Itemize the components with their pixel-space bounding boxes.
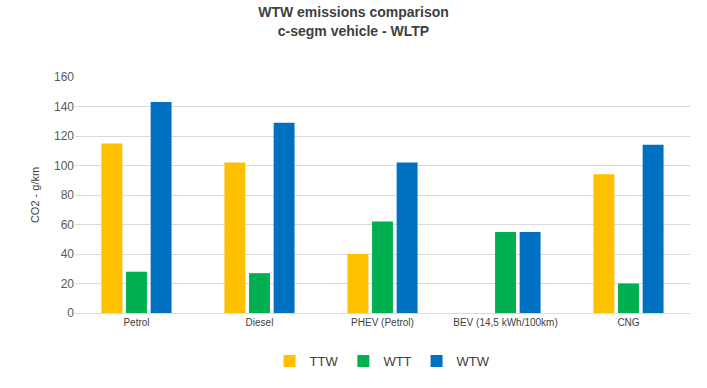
svg-text:CO2 - g/km: CO2 - g/km — [29, 167, 41, 223]
svg-text:60: 60 — [61, 218, 75, 232]
svg-text:40: 40 — [61, 247, 75, 261]
svg-text:120: 120 — [54, 129, 74, 143]
svg-text:Petrol: Petrol — [123, 317, 149, 328]
svg-text:0: 0 — [67, 306, 74, 320]
svg-text:PHEV (Petrol): PHEV (Petrol) — [351, 317, 414, 328]
svg-text:BEV (14,5 kWh/100km): BEV (14,5 kWh/100km) — [453, 317, 557, 328]
svg-text:TTW: TTW — [310, 354, 339, 369]
svg-text:Diesel: Diesel — [246, 317, 274, 328]
svg-text:80: 80 — [61, 188, 75, 202]
svg-text:100: 100 — [54, 159, 74, 173]
svg-text:160: 160 — [54, 70, 74, 84]
svg-text:CNG: CNG — [617, 317, 639, 328]
svg-text:WTW emissions comparisonc-segm: WTW emissions comparisonc-segm vehicle -… — [258, 4, 449, 38]
svg-text:WTW: WTW — [457, 354, 490, 369]
svg-text:20: 20 — [61, 277, 75, 291]
svg-text:WTT: WTT — [383, 354, 411, 369]
svg-text:140: 140 — [54, 100, 74, 114]
